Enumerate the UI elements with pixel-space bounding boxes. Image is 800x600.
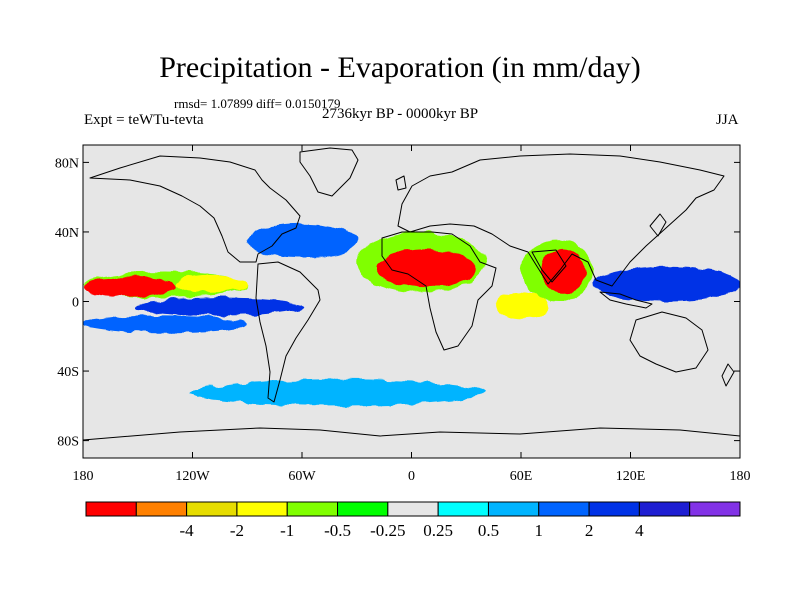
coast-british-isles [395, 175, 407, 191]
colorbar: -4 -2 -1 -0.5 -0.25 0.25 0.5 1 2 4 [85, 501, 741, 540]
rmsd-label: rmsd= [174, 96, 208, 111]
axis-ticks: 180 120W 60W 0 60E 120E 180 80N 40N 0 40S 80S [55, 145, 751, 484]
colorbar-label-7: 1 [535, 521, 544, 540]
x-tick-label-1: 120W [175, 469, 210, 484]
colorbar-box-9 [538, 501, 590, 517]
y-tick-label-1: 40N [55, 226, 79, 241]
colorbar-box-4 [286, 501, 339, 517]
x-tick-label-2: 60W [288, 469, 316, 484]
field-region-10 [83, 277, 175, 297]
coast-south-america [255, 261, 321, 403]
x-tick-label-4: 60E [510, 469, 533, 484]
colorbar-label-0: -4 [180, 521, 195, 540]
coast-india [531, 249, 567, 283]
colorbar-box-6 [387, 501, 439, 517]
stats-line: rmsd= 1.07899 diff= 0.0150179 [174, 96, 340, 112]
colorbar-label-9: 4 [635, 521, 644, 540]
colorbar-box-11 [638, 501, 691, 517]
season-label: JJA [716, 112, 739, 128]
field-region-9 [594, 266, 740, 302]
field-region-3 [192, 379, 485, 406]
x-tick-label-5: 120E [616, 469, 646, 484]
colorbar-box-10 [588, 501, 640, 517]
colorbar-box-3 [236, 501, 288, 517]
coast-north-america [89, 155, 301, 263]
rmsd-value: 1.07899 [210, 96, 253, 111]
y-tick-label-3: 40S [57, 365, 79, 380]
coast-eurasia [397, 153, 725, 287]
colorbar-box-12 [689, 501, 741, 517]
coast-indonesia [599, 291, 653, 309]
colorbar-label-4: -0.25 [370, 521, 405, 540]
coast-japan [649, 213, 667, 237]
colorbar-label-8: 2 [585, 521, 594, 540]
x-tick-label-0: 180 [73, 469, 94, 484]
y-tick-label-0: 80N [55, 156, 79, 171]
colorbar-box-7 [437, 501, 489, 517]
colorbar-label-1: -2 [230, 521, 244, 540]
diff-value: 0.0150179 [285, 96, 341, 111]
coast-new-zealand [721, 363, 735, 387]
colorbar-box-2 [186, 501, 238, 517]
field-region-5 [493, 292, 549, 319]
colorbar-label-6: 0.5 [478, 521, 499, 540]
x-tick-label-3: 0 [408, 469, 415, 484]
colorbar-box-0 [85, 501, 137, 517]
y-tick-label-2: 0 [72, 296, 79, 311]
plot-title: Precipitation - Evaporation (in mm/day) [159, 51, 641, 84]
coastlines [83, 147, 740, 441]
y-tick-label-4: 80S [57, 435, 79, 450]
colorbar-label-5: 0.25 [423, 521, 453, 540]
field-region-8 [137, 298, 302, 316]
colorbar-label-2: -1 [280, 521, 294, 540]
field-region-6 [247, 223, 357, 259]
experiment-label: Expt = teWTu-tevta [84, 112, 204, 128]
coast-antarctica [83, 427, 740, 441]
colorbar-label-3: -0.5 [324, 521, 351, 540]
coast-australia [629, 311, 709, 373]
field-region-7 [83, 315, 248, 333]
field-region-4 [174, 275, 248, 293]
coast-africa [381, 231, 497, 351]
coast-greenland [299, 147, 359, 197]
colorbar-box-8 [487, 501, 540, 517]
field-region-11 [375, 249, 476, 288]
x-tick-label-6: 180 [730, 469, 751, 484]
period-label: 2736kyr BP - 0000kyr BP [322, 106, 479, 122]
diff-label: diff= [256, 96, 282, 111]
colorbar-box-1 [135, 501, 188, 517]
colorbar-box-5 [337, 501, 389, 517]
